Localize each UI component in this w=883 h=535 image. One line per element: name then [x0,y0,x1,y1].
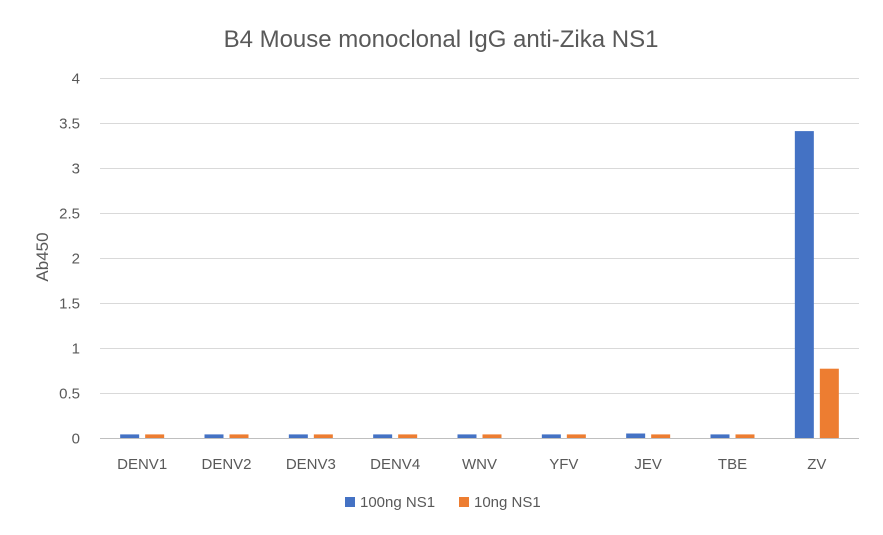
x-axis-ticks: DENV1 DENV2 DENV3 DENV4 WNV YFV JEV TBE ZV [117,456,826,473]
bar-wnv-series-1 [457,434,477,438]
y-axis-label: Ab450 [33,232,52,281]
bar-zv-series-1 [794,131,814,438]
y-tick-label: 1.5 [59,296,80,313]
y-tick-label: 0 [72,431,80,448]
bar-zv-series-2 [819,368,839,438]
y-tick-label: 0.5 [59,386,80,403]
y-tick-label: 1 [72,341,80,358]
x-tick-label: TBE [718,456,747,473]
bar-jev-series-1 [626,433,646,438]
bar-yfv-series-2 [566,434,586,438]
bar-wnv-series-2 [482,434,502,438]
gridlines [100,78,859,439]
bar-denv3-series-1 [288,434,308,438]
y-tick-label: 2 [72,251,80,268]
chart-title: B4 Mouse monoclonal IgG anti-Zika NS1 [224,26,659,53]
bar-denv1-series-2 [145,434,165,438]
x-tick-label: DENV3 [286,456,336,473]
bar-yfv-series-1 [541,434,561,438]
legend-label: 100ng NS1 [360,494,435,511]
x-tick-label: DENV2 [201,456,251,473]
x-tick-label: DENV1 [117,456,167,473]
bar-denv2-series-2 [229,434,249,438]
x-tick-label: WNV [462,456,497,473]
bar-denv4-series-2 [398,434,418,438]
bar-denv3-series-2 [313,434,333,438]
y-axis-ticks: 0 0.5 1 1.5 2 2.5 3 3.5 4 [59,71,80,448]
bar-denv4-series-1 [373,434,393,438]
bars [120,131,839,438]
x-tick-label: ZV [807,456,826,473]
bar-tbe-series-2 [735,434,755,438]
y-tick-label: 4 [72,71,80,88]
bar-jev-series-2 [651,434,671,438]
y-tick-label: 3.5 [59,116,80,133]
legend-swatch [345,497,355,507]
bar-tbe-series-1 [710,434,730,438]
x-tick-label: DENV4 [370,456,420,473]
bar-denv2-series-1 [204,434,224,438]
x-tick-label: YFV [549,456,578,473]
legend: 100ng NS1 10ng NS1 [345,494,541,511]
y-tick-label: 3 [72,161,80,178]
legend-swatch [459,497,469,507]
y-tick-label: 2.5 [59,206,80,223]
legend-label: 10ng NS1 [474,494,541,511]
x-tick-label: JEV [634,456,662,473]
bar-denv1-series-1 [120,434,140,438]
